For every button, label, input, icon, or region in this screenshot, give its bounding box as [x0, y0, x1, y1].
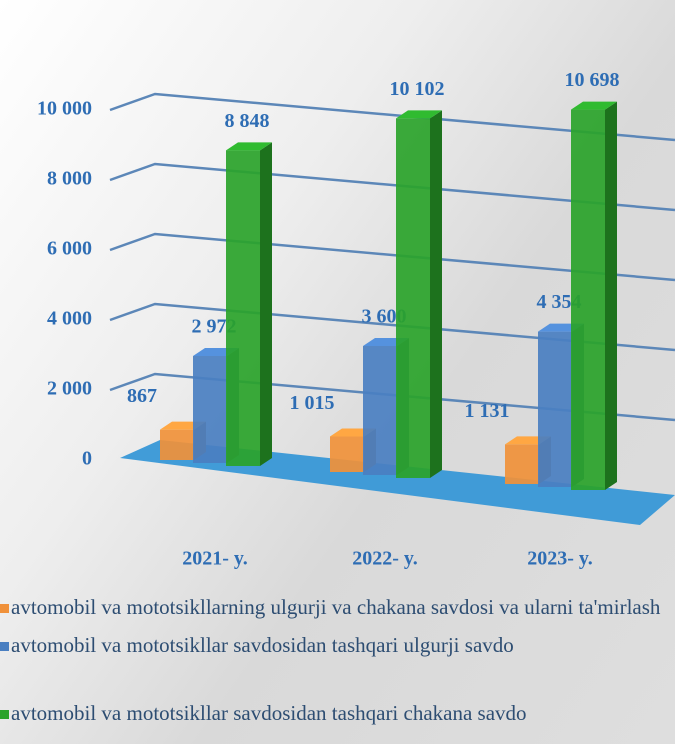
y-tick-label: 8 000	[47, 168, 92, 190]
bar	[571, 101, 617, 490]
data-label: 867	[127, 385, 157, 407]
x-tick-label: 2022- y.	[352, 548, 418, 570]
y-tick-label: 6 000	[47, 238, 92, 260]
grid-line	[109, 302, 675, 352]
bar-front	[571, 109, 605, 490]
grid-line	[109, 92, 675, 142]
y-tick-label: 2 000	[47, 378, 92, 400]
legend-label: avtomobil va mototsikllar savdosidan tas…	[11, 633, 514, 657]
bar-front	[538, 331, 572, 487]
y-tick-label: 10 000	[37, 98, 92, 120]
legend-swatch	[0, 604, 9, 613]
bar-top	[571, 101, 617, 110]
data-label: 10 698	[565, 69, 620, 91]
x-tick-label: 2021- y.	[182, 548, 248, 570]
legend-label: avtomobil va mototsikllarning ulgurji va…	[11, 595, 661, 619]
bar-front	[396, 118, 430, 479]
bar	[396, 110, 442, 479]
bar-front	[505, 444, 539, 484]
legend-swatch	[0, 710, 9, 719]
bar-front	[226, 150, 260, 466]
bar-side	[260, 142, 272, 466]
grid-line	[109, 372, 675, 422]
y-tick-label: 0	[82, 448, 92, 470]
legend-label: avtomobil va mototsikllar savdosidan tas…	[11, 701, 527, 725]
legend-entry: avtomobil va mototsikllar savdosidan tas…	[0, 698, 670, 728]
bar-top	[396, 110, 442, 119]
bar-top	[226, 142, 272, 151]
bar-front	[330, 436, 364, 472]
bar-side	[605, 101, 617, 490]
data-label: 1 015	[290, 392, 335, 414]
bar	[226, 142, 272, 466]
bar-front	[363, 346, 397, 475]
x-tick-label: 2023- y.	[527, 548, 593, 570]
data-label: 4 354	[537, 291, 582, 313]
data-label: 3 600	[362, 306, 407, 328]
grid-line	[109, 232, 675, 282]
legend-swatch	[0, 642, 9, 651]
legend-entry: avtomobil va mototsikllarning ulgurji va…	[0, 592, 670, 622]
bar-front	[160, 429, 194, 460]
chart: 0 2 000 4 000 6 000 8 000 10 000 2021- y. 867 2 …	[37, 69, 675, 570]
data-label: 8 848	[225, 110, 270, 132]
bar-front	[193, 355, 227, 463]
y-tick-label: 4 000	[47, 308, 92, 330]
grid-line	[109, 162, 675, 212]
legend-entry: avtomobil va mototsikllar savdosidan tas…	[0, 630, 670, 660]
data-label: 2 972	[192, 316, 237, 338]
legend: avtomobil va mototsikllarning ulgurji va…	[0, 592, 670, 736]
data-label: 1 131	[465, 400, 510, 422]
bar-side	[430, 110, 442, 479]
data-label: 10 102	[390, 78, 445, 100]
